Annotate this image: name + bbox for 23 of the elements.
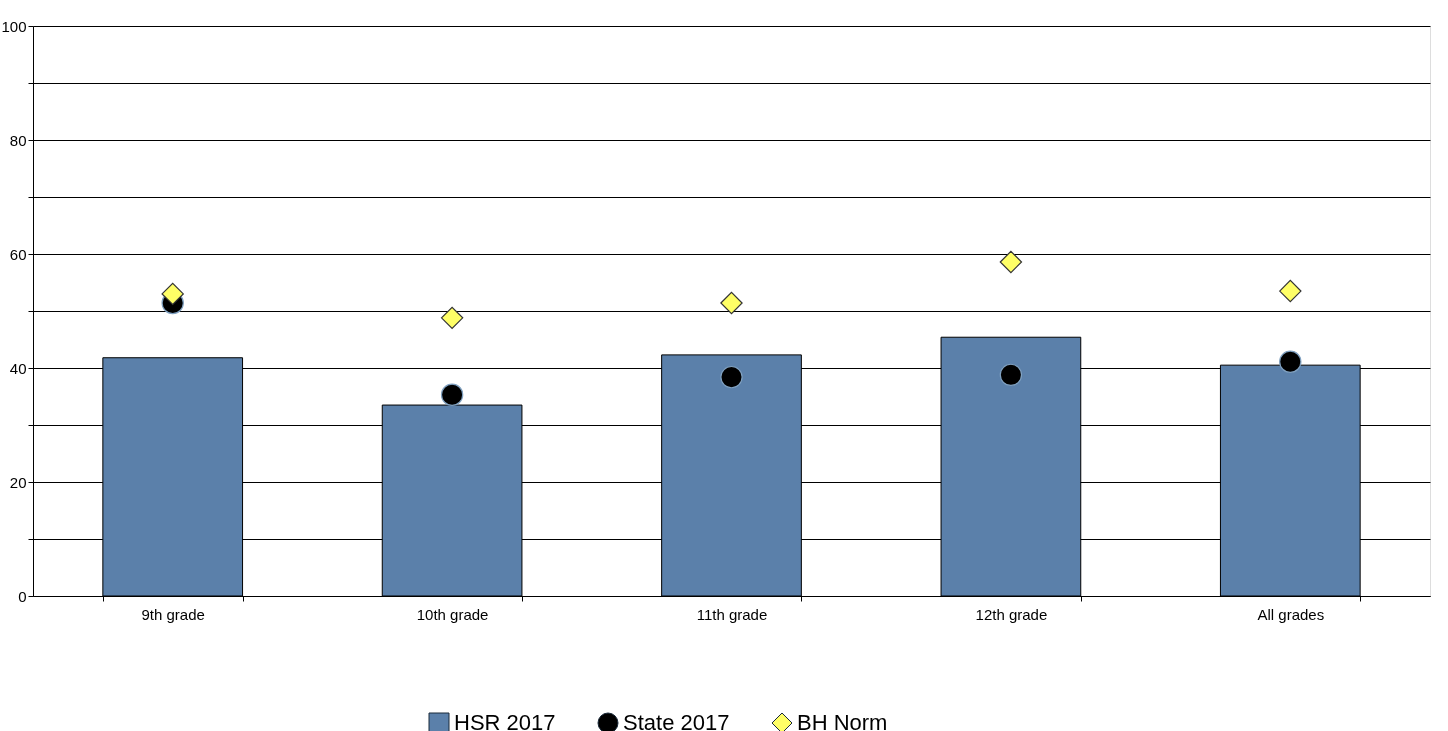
- y-tick-label: 40: [9, 359, 27, 377]
- point: [1279, 279, 1302, 303]
- x-tick-label: 11th grade: [696, 605, 768, 623]
- point: [440, 383, 464, 406]
- y-tick-label: 60: [9, 245, 27, 263]
- y-tick-label: 0: [18, 587, 27, 605]
- y-tick-label: 20: [9, 473, 27, 491]
- legend-label: HSR 2017: [454, 710, 556, 731]
- x-tick-label: 10th grade: [416, 605, 489, 623]
- legend-label: BH Norm: [797, 710, 888, 731]
- point: [440, 306, 464, 330]
- y-tick-label: 100: [1, 17, 27, 35]
- y-tick-label: 80: [9, 131, 27, 149]
- x-tick-label: 12th grade: [975, 605, 1048, 623]
- legend-label: State 2017: [623, 710, 730, 731]
- x-tick-label: 9th grade: [141, 605, 205, 623]
- point: [720, 291, 743, 315]
- point: [999, 363, 1023, 387]
- point: [161, 282, 184, 306]
- point: [1279, 350, 1302, 373]
- x-tick-label: All grades: [1257, 605, 1325, 623]
- point: [999, 250, 1023, 274]
- point: [720, 365, 743, 389]
